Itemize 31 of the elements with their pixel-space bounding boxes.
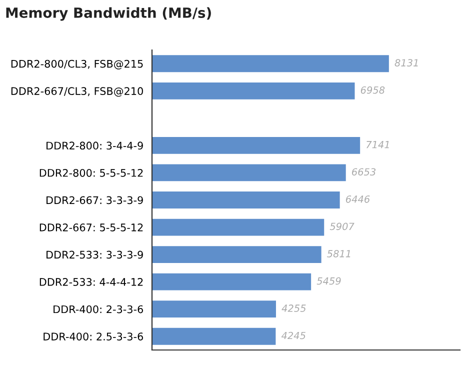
data-label: 5907: [330, 222, 354, 230]
data-label: 4245: [281, 332, 306, 340]
bar: [152, 328, 276, 345]
bar: [152, 246, 322, 263]
bar: [152, 55, 389, 72]
data-label: 5459: [316, 277, 341, 285]
bar: [152, 273, 312, 290]
data-label: 8131: [394, 59, 418, 66]
y-tick-label: DDR2-667: 3-3-3-9: [46, 196, 143, 204]
data-label: 6653: [352, 168, 376, 176]
y-tick-label: DDR2-800/CL3, FSB@215: [11, 60, 143, 70]
y-tick-label: DDR2-800: 3-4-4-9: [46, 142, 143, 150]
y-tick-label: DDR2-533: 3-3-3-9: [46, 250, 143, 259]
y-tick-label: DDR-400: 2-3-3-6: [54, 305, 144, 314]
bar: [152, 218, 324, 236]
y-tick-label: DDR2-667/CL3, FSB@210: [11, 87, 143, 97]
data-label: 5811: [327, 250, 350, 258]
bar: [152, 164, 346, 182]
bar: [152, 192, 340, 208]
data-label: 6446: [346, 195, 370, 203]
data-label: 6958: [360, 86, 385, 94]
bar: [152, 137, 360, 154]
bar: [152, 82, 355, 100]
y-tick-label: DDR-400: 2.5-3-3-6: [44, 332, 144, 340]
y-tick-label: DDR2-667: 5-5-5-12: [40, 224, 143, 232]
y-tick-label: DDR2-800: 5-5-5-12: [40, 168, 143, 177]
data-label: 7141: [366, 141, 389, 148]
y-tick-label: DDR2-533: 4-4-4-12: [40, 278, 143, 286]
chart-title: Memory Bandwidth (MB/s): [6, 7, 211, 21]
bar: [152, 300, 276, 318]
data-label: 4255: [282, 304, 306, 312]
